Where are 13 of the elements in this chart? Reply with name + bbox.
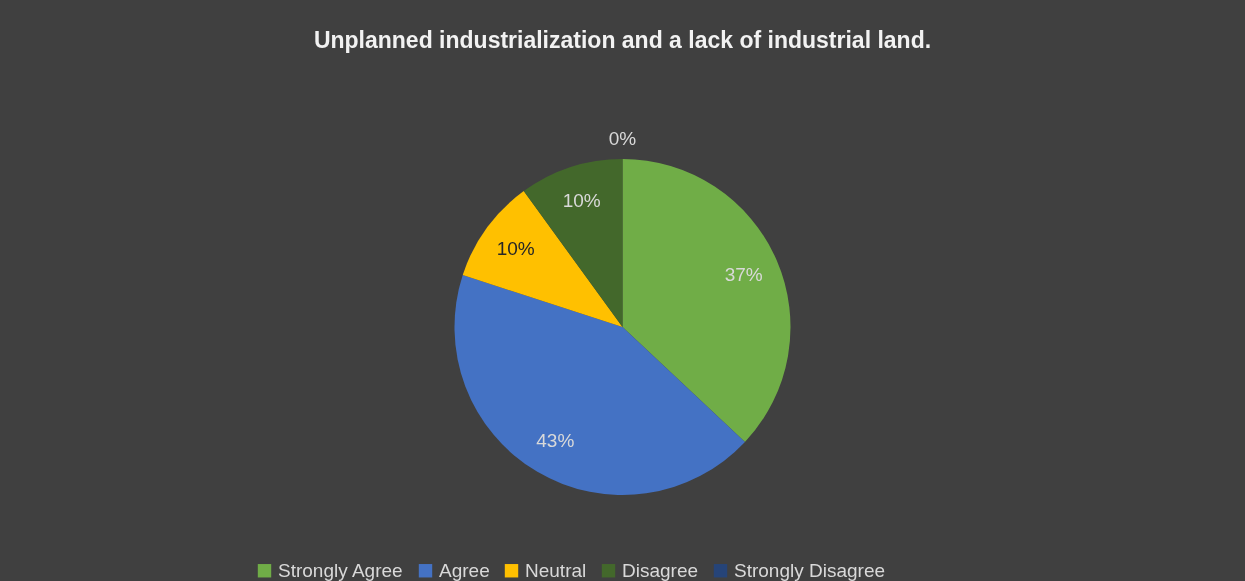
pie-slice — [462, 191, 623, 327]
data-label: 37% — [724, 263, 763, 285]
data-label: 43% — [536, 429, 575, 451]
data-label: 10% — [496, 238, 535, 260]
legend-label: Disagree — [622, 559, 699, 581]
legend-label: Agree — [439, 559, 490, 581]
legend-label: Strongly Disagree — [734, 559, 886, 581]
text: 0% — [608, 128, 637, 149]
legend-label: Neutral — [525, 559, 587, 581]
chart-title: Unplanned industrialization and a lack of industrial land. — [313, 27, 932, 53]
legend-label: Strongly Agree — [278, 559, 403, 581]
pie-slice — [622, 159, 791, 442]
data-label: 10% — [562, 190, 601, 212]
